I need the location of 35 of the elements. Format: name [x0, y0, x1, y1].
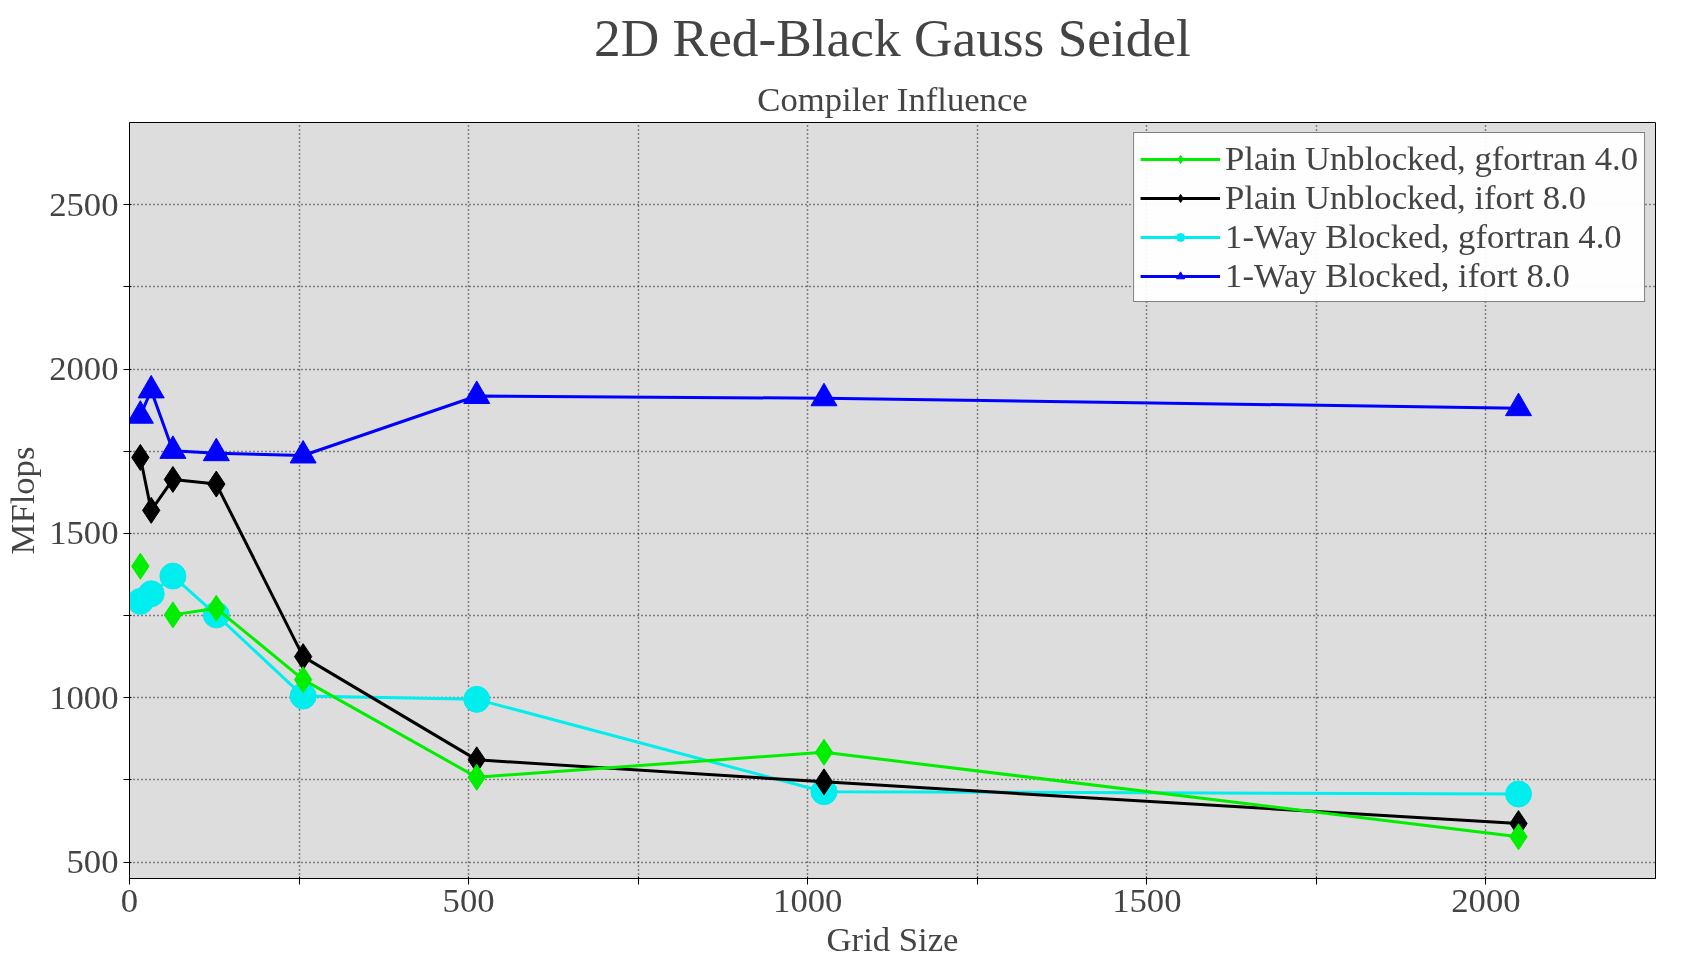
x-tick-label: 2000 — [1451, 880, 1521, 919]
point — [137, 580, 165, 608]
point — [293, 666, 313, 694]
point — [1505, 780, 1532, 808]
point — [814, 768, 834, 796]
point — [810, 382, 838, 407]
point — [1505, 392, 1532, 417]
point — [159, 435, 187, 459]
y-tick-label: 1000 — [49, 677, 119, 716]
x-tick-label: 1000 — [773, 880, 843, 919]
y-axis-title: MFlops — [3, 446, 42, 555]
y-tick-label: 1500 — [49, 513, 119, 552]
y-tick-label: 2500 — [49, 184, 119, 223]
legend-label: Plain Unblocked, gfortran 4.0 — [1225, 139, 1638, 178]
point — [159, 562, 187, 590]
y-tick-label: 500 — [66, 842, 119, 881]
point — [814, 738, 834, 766]
y-tick-label: 2000 — [49, 349, 119, 388]
point — [202, 437, 230, 462]
point — [137, 374, 165, 399]
point — [163, 465, 183, 493]
point — [463, 685, 491, 713]
x-axis-title: Grid Size — [826, 919, 959, 958]
chart-subtitle: Compiler Influence — [757, 79, 1028, 118]
point — [163, 601, 183, 629]
point — [289, 439, 317, 464]
x-tick-label: 500 — [442, 880, 495, 919]
legend-label: 1-Way Blocked, gfortran 4.0 — [1225, 217, 1622, 256]
point — [463, 380, 491, 404]
chart-title: 2D Red-Black Gauss Seidel — [594, 7, 1191, 68]
point — [293, 643, 313, 671]
legend-label: Plain Unblocked, ifort 8.0 — [1225, 178, 1587, 217]
legend-label: 1-Way Blocked, ifort 8.0 — [1225, 256, 1570, 295]
x-tick-label: 0 — [120, 880, 139, 919]
x-tick-label: 1500 — [1112, 880, 1182, 919]
